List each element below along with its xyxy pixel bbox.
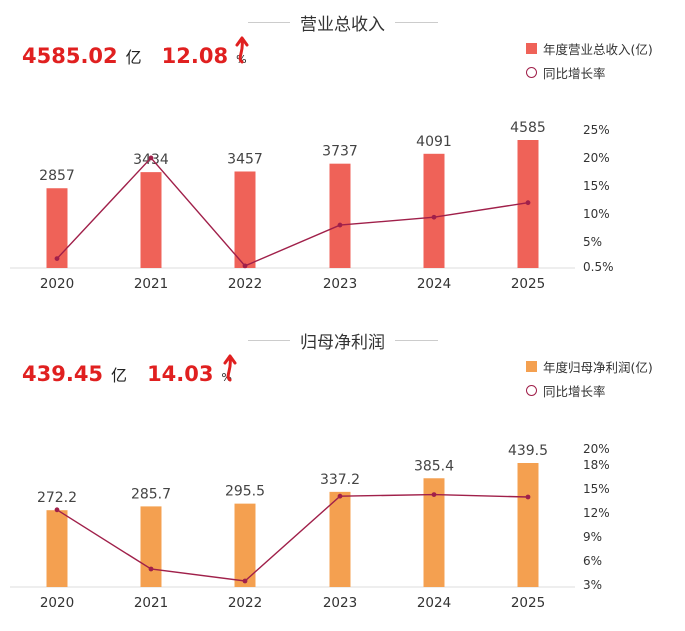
growth-point [337, 493, 343, 499]
revenue-panel: 营业总收入 4585.02 亿 12.08% 年度营业总收入(亿) 同比增长率 28… [0, 0, 685, 300]
y-tick-label-right: 3% [583, 578, 602, 592]
profit-chart: 272.2 2020 285.7 2021 295.5 2022 337.2 2023 385.… [10, 442, 610, 611]
legend-label-bar: 年度归母净利润(亿) [543, 359, 653, 375]
x-tick-label: 2024 [417, 595, 451, 611]
bar-value-label: 337.2 [320, 472, 360, 488]
bar [234, 503, 256, 587]
y-tick-label-right: 18% [583, 458, 610, 472]
profit-unit: 亿 [111, 366, 128, 385]
bar [140, 506, 162, 587]
profit-summary: 439.45 亿 14.03% [22, 354, 237, 392]
x-tick-label: 2023 [323, 595, 357, 611]
y-tick-label-right: 15% [583, 179, 610, 193]
x-tick-label: 2024 [417, 276, 451, 292]
legend-item-line: 同比增长率 [526, 60, 653, 84]
legend-label-line: 同比增长率 [543, 383, 606, 399]
legend-swatch-line [526, 384, 537, 396]
x-tick-label: 2020 [40, 276, 74, 292]
growth-point [337, 222, 343, 228]
revenue-value: 4585.02 [22, 44, 118, 68]
profit-panel: 归母净利润 439.45 亿 14.03% 年度归母净利润(亿) 同比增长率 272… [0, 318, 685, 618]
bar-value-label: 295.5 [225, 484, 265, 500]
bar-value-label: 3737 [322, 144, 358, 160]
growth-point [525, 494, 531, 500]
bar-value-label: 385.4 [414, 458, 454, 474]
profit-growth-unit: % [221, 371, 232, 384]
y-tick-label-right: 12% [583, 506, 610, 520]
revenue-title: 营业总收入 [290, 15, 395, 35]
growth-point [242, 578, 248, 584]
y-tick-label-right: 9% [583, 530, 602, 544]
bar [46, 510, 68, 587]
bar-value-label: 4091 [416, 134, 452, 150]
growth-point [431, 214, 437, 220]
bar [329, 163, 351, 268]
bar-value-label: 272.2 [37, 490, 77, 506]
bar [46, 188, 68, 268]
bar [423, 153, 445, 268]
x-tick-label: 2021 [134, 595, 168, 611]
legend-label-line: 同比增长率 [543, 65, 606, 81]
y-tick-label-right: 20% [583, 151, 610, 165]
legend-item-line: 同比增长率 [526, 378, 653, 402]
legend-swatch-bar [526, 360, 537, 372]
x-tick-label: 2025 [511, 595, 545, 611]
x-tick-label: 2022 [228, 276, 262, 292]
profit-growth: 14.03 [147, 362, 214, 386]
revenue-growth: 12.08 [161, 44, 229, 68]
y-tick-label-right: 0.5% [583, 260, 614, 274]
bar-value-label: 3457 [227, 151, 263, 167]
x-tick-label: 2025 [511, 276, 545, 292]
growth-point [431, 492, 437, 497]
x-tick-label: 2021 [134, 276, 168, 292]
growth-point [148, 155, 154, 161]
bar [234, 171, 256, 268]
bar-value-label: 439.5 [508, 443, 548, 459]
up-arrow-icon [235, 36, 249, 64]
growth-line [56, 156, 529, 267]
legend-label-bar: 年度营业总收入(亿) [543, 41, 653, 57]
bar-value-label: 2857 [39, 168, 75, 184]
legend-swatch-bar [526, 42, 537, 54]
revenue-legend: 年度营业总收入(亿) 同比增长率 [526, 36, 653, 84]
growth-line [56, 493, 529, 582]
y-tick-label-right: 15% [583, 482, 610, 496]
x-tick-label: 2020 [40, 595, 74, 611]
legend-item-bar: 年度归母净利润(亿) [526, 354, 653, 378]
growth-point [148, 566, 154, 572]
legend-item-bar: 年度营业总收入(亿) [526, 36, 653, 60]
x-tick-label: 2023 [323, 276, 357, 292]
growth-point [54, 256, 60, 262]
y-tick-label-right: 25% [583, 123, 610, 137]
y-tick-label-right: 6% [583, 554, 602, 568]
bar [517, 463, 539, 587]
y-tick-label-right: 10% [583, 207, 610, 221]
y-tick-label-right: 5% [583, 235, 602, 249]
bar [329, 491, 351, 587]
revenue-unit: 亿 [125, 48, 142, 67]
revenue-summary: 4585.02 亿 12.08% [22, 36, 249, 74]
bar [140, 172, 162, 268]
profit-legend: 年度归母净利润(亿) 同比增长率 [526, 354, 653, 402]
growth-point [525, 200, 531, 206]
legend-swatch-line [526, 66, 537, 78]
y-tick-label-right: 20% [583, 442, 610, 456]
profit-value: 439.45 [22, 362, 104, 386]
x-tick-label: 2022 [228, 595, 262, 611]
bar-value-label: 285.7 [131, 486, 171, 502]
up-arrow-icon [223, 354, 237, 382]
growth-point [242, 263, 248, 269]
growth-point [54, 507, 60, 513]
bar [423, 478, 445, 587]
revenue-chart: 2857202034342021345720223737202340912024… [10, 120, 614, 292]
profit-title: 归母净利润 [290, 333, 395, 353]
bar-value-label: 4585 [510, 120, 546, 136]
